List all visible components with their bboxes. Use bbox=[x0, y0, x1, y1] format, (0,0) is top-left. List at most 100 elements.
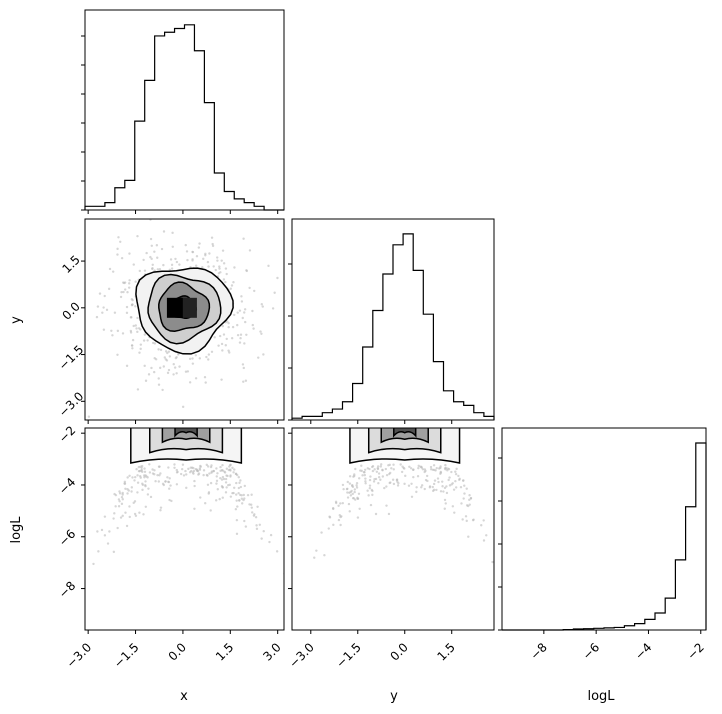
scatter-logL-vs-x-point bbox=[215, 479, 219, 483]
scatter-logL-vs-y-point bbox=[341, 483, 345, 487]
scatter-logL-vs-y-point bbox=[415, 486, 418, 489]
scatter-logL-vs-x-point bbox=[238, 498, 241, 502]
scatter-logL-vs-y-point bbox=[346, 480, 349, 484]
scatter-logL-vs-x-point bbox=[131, 476, 134, 479]
scatter-point bbox=[194, 377, 198, 380]
scatter-point bbox=[236, 311, 239, 314]
scatter-logL-vs-x-point bbox=[179, 472, 183, 476]
scatter-logL-vs-x-point bbox=[206, 474, 209, 477]
scatter-logL-vs-y-point bbox=[370, 465, 374, 469]
scatter-logL-vs-y-point bbox=[380, 463, 383, 466]
scatter-point bbox=[204, 381, 207, 384]
scatter-logL-vs-x-point bbox=[97, 550, 100, 553]
scatter-logL-vs-y-point bbox=[429, 465, 433, 469]
scatter-logL-vs-x-point bbox=[243, 497, 246, 500]
scatter-point bbox=[228, 351, 231, 354]
scatter-logL-vs-x-point bbox=[206, 483, 210, 486]
scatter-logL-vs-x-point bbox=[140, 464, 144, 468]
scatter-point bbox=[136, 316, 139, 320]
scatter-point bbox=[178, 263, 181, 266]
scatter-logL-vs-y-point bbox=[450, 470, 453, 474]
histogram-y-bar bbox=[363, 347, 373, 420]
scatter-point bbox=[155, 244, 159, 247]
scatter-point bbox=[123, 281, 126, 285]
logL-axis-tick-label: −2 bbox=[56, 423, 78, 445]
scatter-logL-vs-y-point bbox=[392, 482, 396, 486]
scatter-logL-vs-y-point bbox=[431, 485, 434, 489]
scatter-point bbox=[144, 379, 148, 382]
scatter-logL-vs-y-point bbox=[439, 490, 443, 493]
scatter-logL-vs-x-point bbox=[146, 493, 150, 496]
scatter-point bbox=[131, 347, 134, 350]
scatter-logL-vs-x-point bbox=[114, 505, 117, 508]
scatter-point bbox=[222, 333, 226, 336]
scatter-logL-vs-x-point bbox=[136, 481, 140, 484]
scatter-logL-vs-x-point bbox=[255, 524, 258, 527]
scatter-logL-vs-x-point bbox=[224, 491, 228, 494]
scatter-logL-vs-y-point bbox=[432, 464, 436, 467]
scatter-logL-vs-y-point bbox=[452, 488, 456, 491]
scatter-logL-vs-x-point bbox=[175, 468, 179, 472]
scatter-logL-vs-x-point bbox=[118, 492, 122, 495]
scatter-logL-vs-y-point bbox=[391, 478, 395, 481]
scatter-point bbox=[174, 356, 178, 360]
histogram-y-bar bbox=[322, 413, 332, 420]
scatter-logL-vs-y-point bbox=[482, 519, 485, 522]
scatter-logL-vs-y-point bbox=[485, 534, 488, 537]
scatter-point bbox=[241, 316, 244, 320]
scatter-logL-vs-y-point bbox=[392, 468, 395, 471]
scatter-logL-vs-x-point bbox=[253, 513, 256, 516]
scatter-point bbox=[220, 259, 223, 262]
histogram-x-bar bbox=[165, 32, 175, 210]
scatter-logL-vs-y-point bbox=[371, 493, 374, 497]
scatter-logL-vs-x-point bbox=[205, 463, 208, 467]
scatter-logL-vs-y-point bbox=[377, 475, 381, 479]
scatter-logL-vs-y-point bbox=[454, 479, 457, 483]
scatter-logL-vs-x-point bbox=[221, 496, 224, 499]
scatter-point bbox=[126, 290, 129, 294]
scatter-logL-vs-x-contour-level bbox=[161, 428, 211, 444]
scatter-logL-vs-x-point bbox=[112, 550, 116, 554]
scatter-logL-vs-x-point bbox=[185, 486, 188, 490]
scatter-point bbox=[139, 347, 142, 351]
histogram-x-bar bbox=[204, 103, 214, 210]
scatter-point bbox=[172, 362, 175, 366]
scatter-point bbox=[240, 300, 244, 303]
scatter-point bbox=[242, 366, 245, 370]
scatter-logL-vs-y-point bbox=[435, 466, 438, 470]
scatter-logL-vs-x-point bbox=[128, 474, 131, 477]
scatter-logL-vs-x-point bbox=[235, 499, 238, 502]
scatter-point bbox=[120, 256, 124, 260]
scatter-logL-vs-y-point bbox=[368, 484, 372, 487]
scatter-logL-vs-y-point bbox=[443, 507, 446, 510]
scatter-logL-vs-y-point bbox=[351, 497, 355, 500]
scatter-point bbox=[149, 237, 153, 241]
scatter-logL-vs-x-point bbox=[242, 493, 245, 497]
scatter-point bbox=[214, 268, 217, 272]
scatter-point bbox=[130, 344, 134, 347]
scatter-point bbox=[225, 337, 228, 341]
scatter-logL-vs-x-point bbox=[138, 511, 141, 514]
scatter-point bbox=[191, 357, 194, 360]
scatter-logL-vs-x-point bbox=[124, 511, 127, 514]
scatter-logL-vs-x-point bbox=[123, 482, 127, 485]
histogram-logL-step-line bbox=[502, 442, 707, 631]
scatter-point bbox=[245, 333, 248, 337]
scatter-logL-vs-x-point bbox=[220, 469, 224, 472]
y-tick-label: −1.5 bbox=[333, 640, 364, 671]
scatter-point bbox=[173, 366, 177, 369]
scatter-point bbox=[128, 252, 131, 255]
scatter-logL-vs-x-point bbox=[226, 474, 229, 478]
scatter-logL-vs-y-point bbox=[320, 531, 323, 534]
scatter-logL-vs-x-point bbox=[153, 473, 156, 476]
scatter-point bbox=[191, 259, 194, 262]
scatter-logL-vs-x-point bbox=[149, 495, 153, 499]
scatter-logL-vs-y-point bbox=[379, 465, 382, 468]
histogram-x-bar bbox=[234, 199, 244, 210]
scatter-point bbox=[222, 278, 226, 281]
scatter-logL-vs-y-point bbox=[381, 468, 384, 472]
scatter-logL-vs-x-point bbox=[184, 469, 187, 473]
scatter-logL-vs-y-point bbox=[367, 494, 370, 497]
scatter-logL-vs-x-point bbox=[143, 467, 146, 470]
scatter-logL-vs-y-point bbox=[315, 549, 318, 552]
